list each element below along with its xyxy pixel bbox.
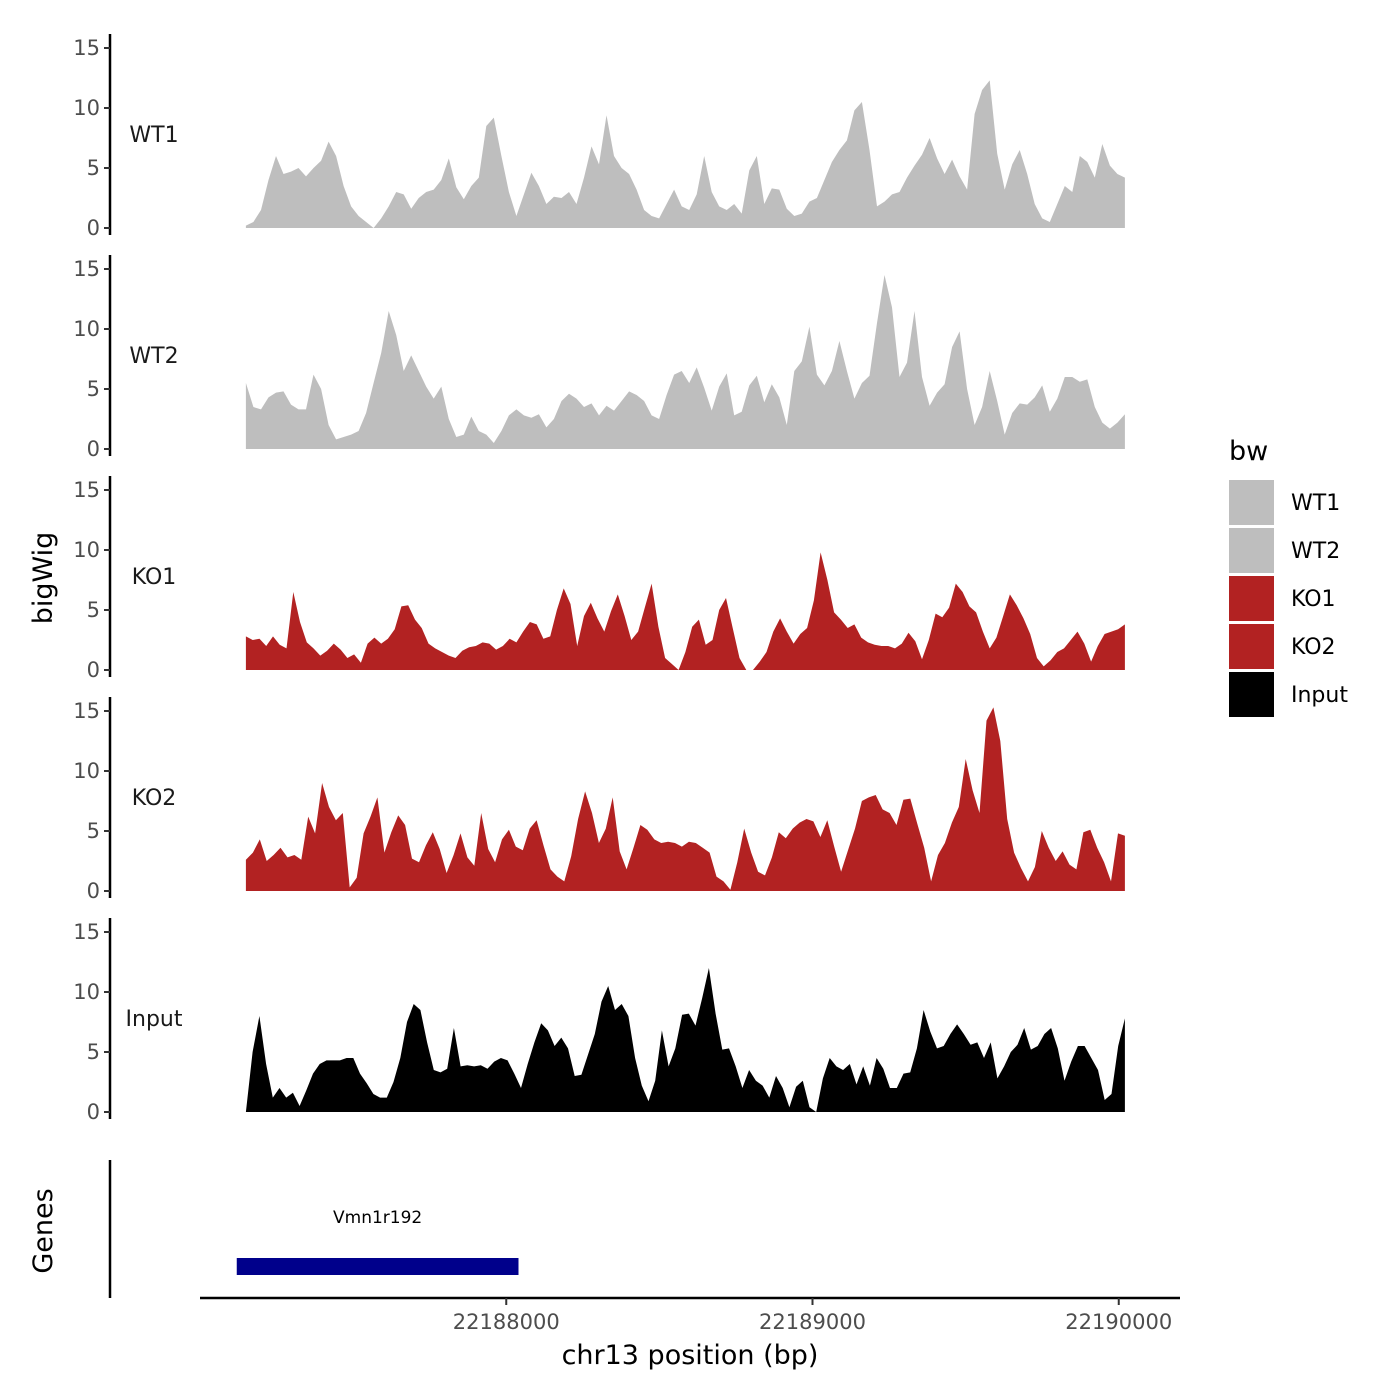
track-label-ko2: KO2: [132, 786, 177, 811]
y-tick-label: 0: [87, 879, 100, 903]
track-label-wt1: WT1: [129, 123, 178, 148]
y-tick-label: 5: [87, 598, 100, 622]
genes-axis-title: Genes: [28, 1188, 59, 1273]
legend-label-ko1: KO1: [1291, 587, 1336, 612]
y-tick-label: 10: [73, 317, 100, 341]
y-tick-label: 5: [87, 1040, 100, 1064]
y-tick-label: 15: [73, 478, 100, 502]
track-panels: 0 5 10 15 WT1 0 5 10 15 WT2 0 5 10 15 KO1 0 5 10 15 KO2 0 5 10…: [73, 34, 1125, 1124]
track-label-input: Input: [126, 1007, 183, 1032]
y-tick-label: 10: [73, 759, 100, 783]
legend-label-input: Input: [1291, 683, 1348, 708]
legend-key-wt1: [1229, 480, 1274, 525]
y-tick-label: 5: [87, 156, 100, 180]
x-tick-label: 22188000: [453, 1310, 560, 1334]
y-tick-label: 10: [73, 980, 100, 1004]
gene-label: Vmn1r192: [333, 1208, 422, 1228]
y-tick-label: 0: [87, 658, 100, 682]
legend-label-wt1: WT1: [1291, 491, 1340, 516]
panel-wt2: 0 5 10 15 WT2: [73, 255, 1125, 461]
x-axis-title: chr13 position (bp): [562, 1340, 819, 1371]
legend-key-input: [1229, 672, 1274, 717]
y-tick-label: 0: [87, 216, 100, 240]
y-tick-label: 10: [73, 96, 100, 120]
legend-key-ko1: [1229, 576, 1274, 621]
panel-ko1: 0 5 10 15 KO1: [73, 476, 1125, 682]
legend-key-wt2: [1229, 528, 1274, 573]
panel-ko2: 0 5 10 15 KO2: [73, 697, 1125, 903]
legend-label-wt2: WT2: [1291, 539, 1340, 564]
panel-wt1: 0 5 10 15 WT1: [73, 34, 1125, 240]
y-tick-label: 15: [73, 36, 100, 60]
legend-label-ko2: KO2: [1291, 635, 1336, 660]
x-tick-label: 22190000: [1065, 1310, 1172, 1334]
track-label-ko1: KO1: [132, 565, 177, 590]
gene-body: [236, 1258, 519, 1275]
area-input: [245, 968, 1125, 1112]
legend-key-ko2: [1229, 624, 1274, 669]
y-tick-label: 0: [87, 1100, 100, 1124]
panel-input: 0 5 10 15 Input: [73, 918, 1125, 1124]
y-tick-label: 15: [73, 920, 100, 944]
x-axis: 22188000 22189000 22190000: [200, 1296, 1180, 1334]
x-tick-label: 22189000: [759, 1310, 866, 1334]
legend-title: bw: [1229, 436, 1268, 467]
area-wt2: [245, 275, 1125, 449]
y-tick-label: 10: [73, 538, 100, 562]
legend: bw WT1 WT2 KO1 KO2 Input: [1229, 436, 1348, 717]
area-wt1: [245, 80, 1125, 229]
y-tick-label: 15: [73, 699, 100, 723]
area-ko1: [245, 552, 1125, 670]
genes-track: Vmn1r192: [108, 1160, 519, 1298]
y-tick-label: 0: [87, 437, 100, 461]
track-label-wt2: WT2: [129, 344, 178, 369]
y-tick-label: 5: [87, 819, 100, 843]
y-tick-label: 5: [87, 377, 100, 401]
y-axis-title: bigWig: [28, 532, 59, 625]
area-ko2: [245, 707, 1125, 891]
y-tick-label: 15: [73, 257, 100, 281]
